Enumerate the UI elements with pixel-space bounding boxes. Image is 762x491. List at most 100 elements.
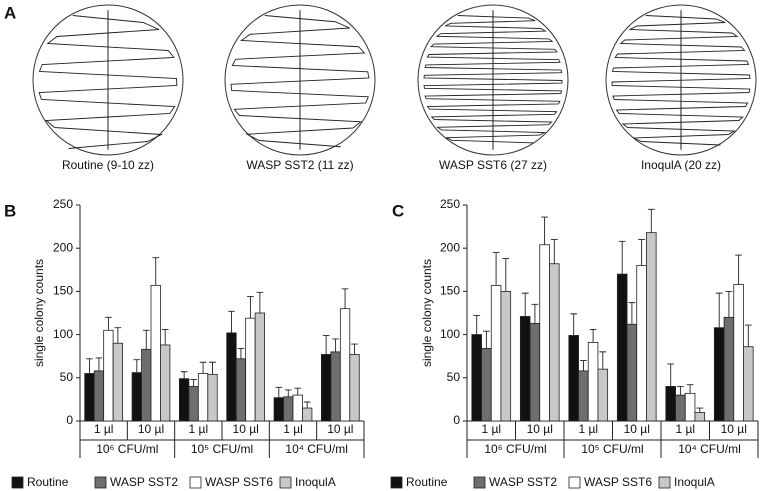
legend-swatch bbox=[189, 476, 202, 489]
plate-caption: InoqulA (20 zz) bbox=[641, 158, 721, 172]
bar bbox=[235, 358, 247, 422]
error-bar bbox=[677, 385, 684, 396]
x-tick-label: 1 µl bbox=[675, 422, 695, 436]
bar bbox=[646, 232, 657, 422]
y-tick-label: 100 bbox=[53, 327, 73, 341]
legend-swatch bbox=[390, 476, 403, 489]
legend-label: InoqulA bbox=[295, 475, 336, 489]
bar bbox=[330, 351, 341, 422]
bar bbox=[713, 327, 725, 422]
bar bbox=[160, 344, 171, 422]
x-tick-label: 1 µl bbox=[283, 422, 303, 436]
error-bar bbox=[580, 360, 587, 371]
plate-caption: Routine (9-10 zz) bbox=[62, 158, 154, 172]
bar bbox=[578, 370, 589, 422]
error-bar bbox=[531, 303, 539, 324]
bar bbox=[539, 244, 550, 422]
bar bbox=[197, 373, 209, 422]
bar bbox=[490, 284, 502, 422]
error-bar bbox=[618, 240, 626, 275]
plate bbox=[32, 4, 184, 156]
error-bar bbox=[294, 387, 302, 396]
plate-caption: WASP SST2 (11 zz) bbox=[246, 158, 353, 172]
error-bar bbox=[599, 351, 607, 370]
y-axis-label: single colony counts bbox=[32, 259, 46, 367]
error-bar bbox=[95, 357, 103, 371]
bar bbox=[150, 284, 161, 422]
group-label: 10⁴ CFU/ml bbox=[285, 442, 348, 456]
bar bbox=[349, 354, 360, 422]
error-bar bbox=[247, 296, 254, 319]
bar bbox=[226, 332, 237, 422]
error-bar bbox=[322, 335, 330, 355]
legend-label: InoqulA bbox=[674, 475, 715, 489]
error-bar bbox=[237, 347, 245, 359]
panel-label: B bbox=[4, 201, 16, 220]
x-tick-label: 10 µl bbox=[527, 422, 553, 436]
bar bbox=[141, 348, 152, 422]
x-tick-label: 10 µl bbox=[624, 422, 650, 436]
error-bar bbox=[696, 407, 704, 413]
error-bar bbox=[492, 252, 500, 286]
error-bar bbox=[142, 329, 150, 350]
error-bar bbox=[341, 288, 349, 309]
bar bbox=[178, 378, 190, 422]
group-label: 10⁵ CFU/ml bbox=[581, 442, 643, 456]
x-tick-label: 10 µl bbox=[721, 422, 747, 436]
error-bar bbox=[483, 330, 490, 349]
bar bbox=[207, 373, 218, 422]
error-bar bbox=[332, 338, 339, 352]
bar bbox=[529, 322, 541, 422]
y-tick-label: 150 bbox=[440, 284, 460, 298]
bar bbox=[188, 386, 199, 422]
bar bbox=[626, 323, 638, 422]
bar bbox=[93, 370, 105, 422]
error-bar bbox=[86, 358, 93, 374]
legend-label: WASP SST6 bbox=[584, 475, 652, 489]
error-bar bbox=[209, 361, 216, 375]
error-bar bbox=[256, 291, 264, 313]
bar bbox=[568, 335, 579, 422]
error-bar bbox=[303, 401, 311, 409]
legend-swatch bbox=[473, 476, 486, 489]
legend-swatch bbox=[568, 476, 581, 489]
legend-swatch bbox=[279, 476, 292, 489]
bar bbox=[245, 317, 256, 422]
bar bbox=[743, 346, 754, 422]
error-bar bbox=[133, 359, 141, 373]
error-bar bbox=[628, 302, 636, 325]
bar bbox=[131, 372, 142, 422]
legend-swatch bbox=[11, 476, 24, 489]
y-tick-label: 250 bbox=[53, 197, 73, 211]
bar bbox=[694, 411, 706, 422]
panel-label: C bbox=[392, 201, 404, 220]
group-label: 10⁶ CFU/ml bbox=[484, 442, 546, 456]
error-bar bbox=[686, 384, 694, 394]
error-bar bbox=[502, 258, 510, 292]
error-bar bbox=[275, 386, 283, 398]
y-tick-label: 50 bbox=[60, 370, 74, 384]
bar bbox=[339, 308, 351, 422]
group-label: 10⁵ CFU/ml bbox=[191, 442, 253, 456]
bar bbox=[684, 392, 696, 422]
plate bbox=[417, 4, 569, 156]
error-bar bbox=[351, 343, 358, 355]
error-bar bbox=[180, 371, 188, 379]
bar bbox=[283, 396, 294, 422]
error-bar bbox=[228, 310, 235, 333]
bar bbox=[665, 386, 676, 422]
bar bbox=[481, 348, 492, 422]
bar bbox=[320, 354, 332, 422]
bar bbox=[103, 329, 114, 422]
panel-label: A bbox=[4, 3, 16, 22]
plate-caption: WASP SST6 (27 zz) bbox=[439, 158, 547, 172]
bar bbox=[723, 316, 735, 422]
error-bar bbox=[190, 379, 197, 387]
error-bar bbox=[199, 361, 207, 374]
y-tick-label: 0 bbox=[453, 413, 460, 427]
legend-label: Routine bbox=[27, 475, 69, 489]
error-bar bbox=[589, 328, 597, 343]
bar bbox=[519, 316, 531, 422]
error-bar bbox=[152, 257, 160, 286]
bar bbox=[616, 273, 628, 422]
